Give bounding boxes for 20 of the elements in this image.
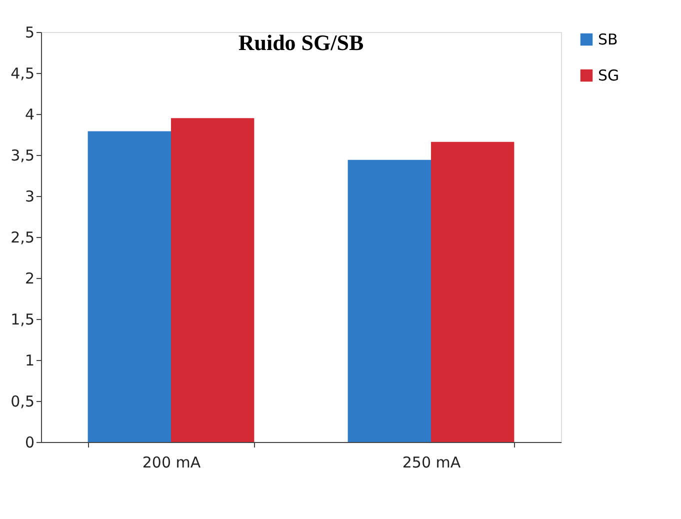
- bar: [171, 118, 254, 442]
- y-tick-label: 3: [24, 188, 34, 206]
- legend-label: SG: [598, 66, 620, 84]
- y-tick-label: 0,5: [10, 392, 34, 410]
- bar: [348, 160, 431, 442]
- y-tick-label: 1: [24, 352, 34, 370]
- y-tick-label: 5: [24, 24, 34, 42]
- x-tick-label: 250 mA: [402, 454, 462, 472]
- y-tick-label: 1,5: [10, 310, 34, 328]
- y-tick-label: 2,5: [10, 228, 34, 246]
- bar: [431, 142, 514, 442]
- y-tick-label: 3,5: [10, 146, 34, 164]
- y-tick-label: 4,5: [10, 64, 34, 82]
- chart-title: Ruido SG/SB: [238, 30, 364, 55]
- y-tick-label: 4: [24, 106, 34, 124]
- x-tick-label: 200 mA: [142, 454, 202, 472]
- y-tick-label: 0: [24, 434, 34, 452]
- bar: [88, 131, 171, 442]
- y-tick-label: 2: [24, 270, 34, 288]
- legend-label: SB: [598, 30, 618, 48]
